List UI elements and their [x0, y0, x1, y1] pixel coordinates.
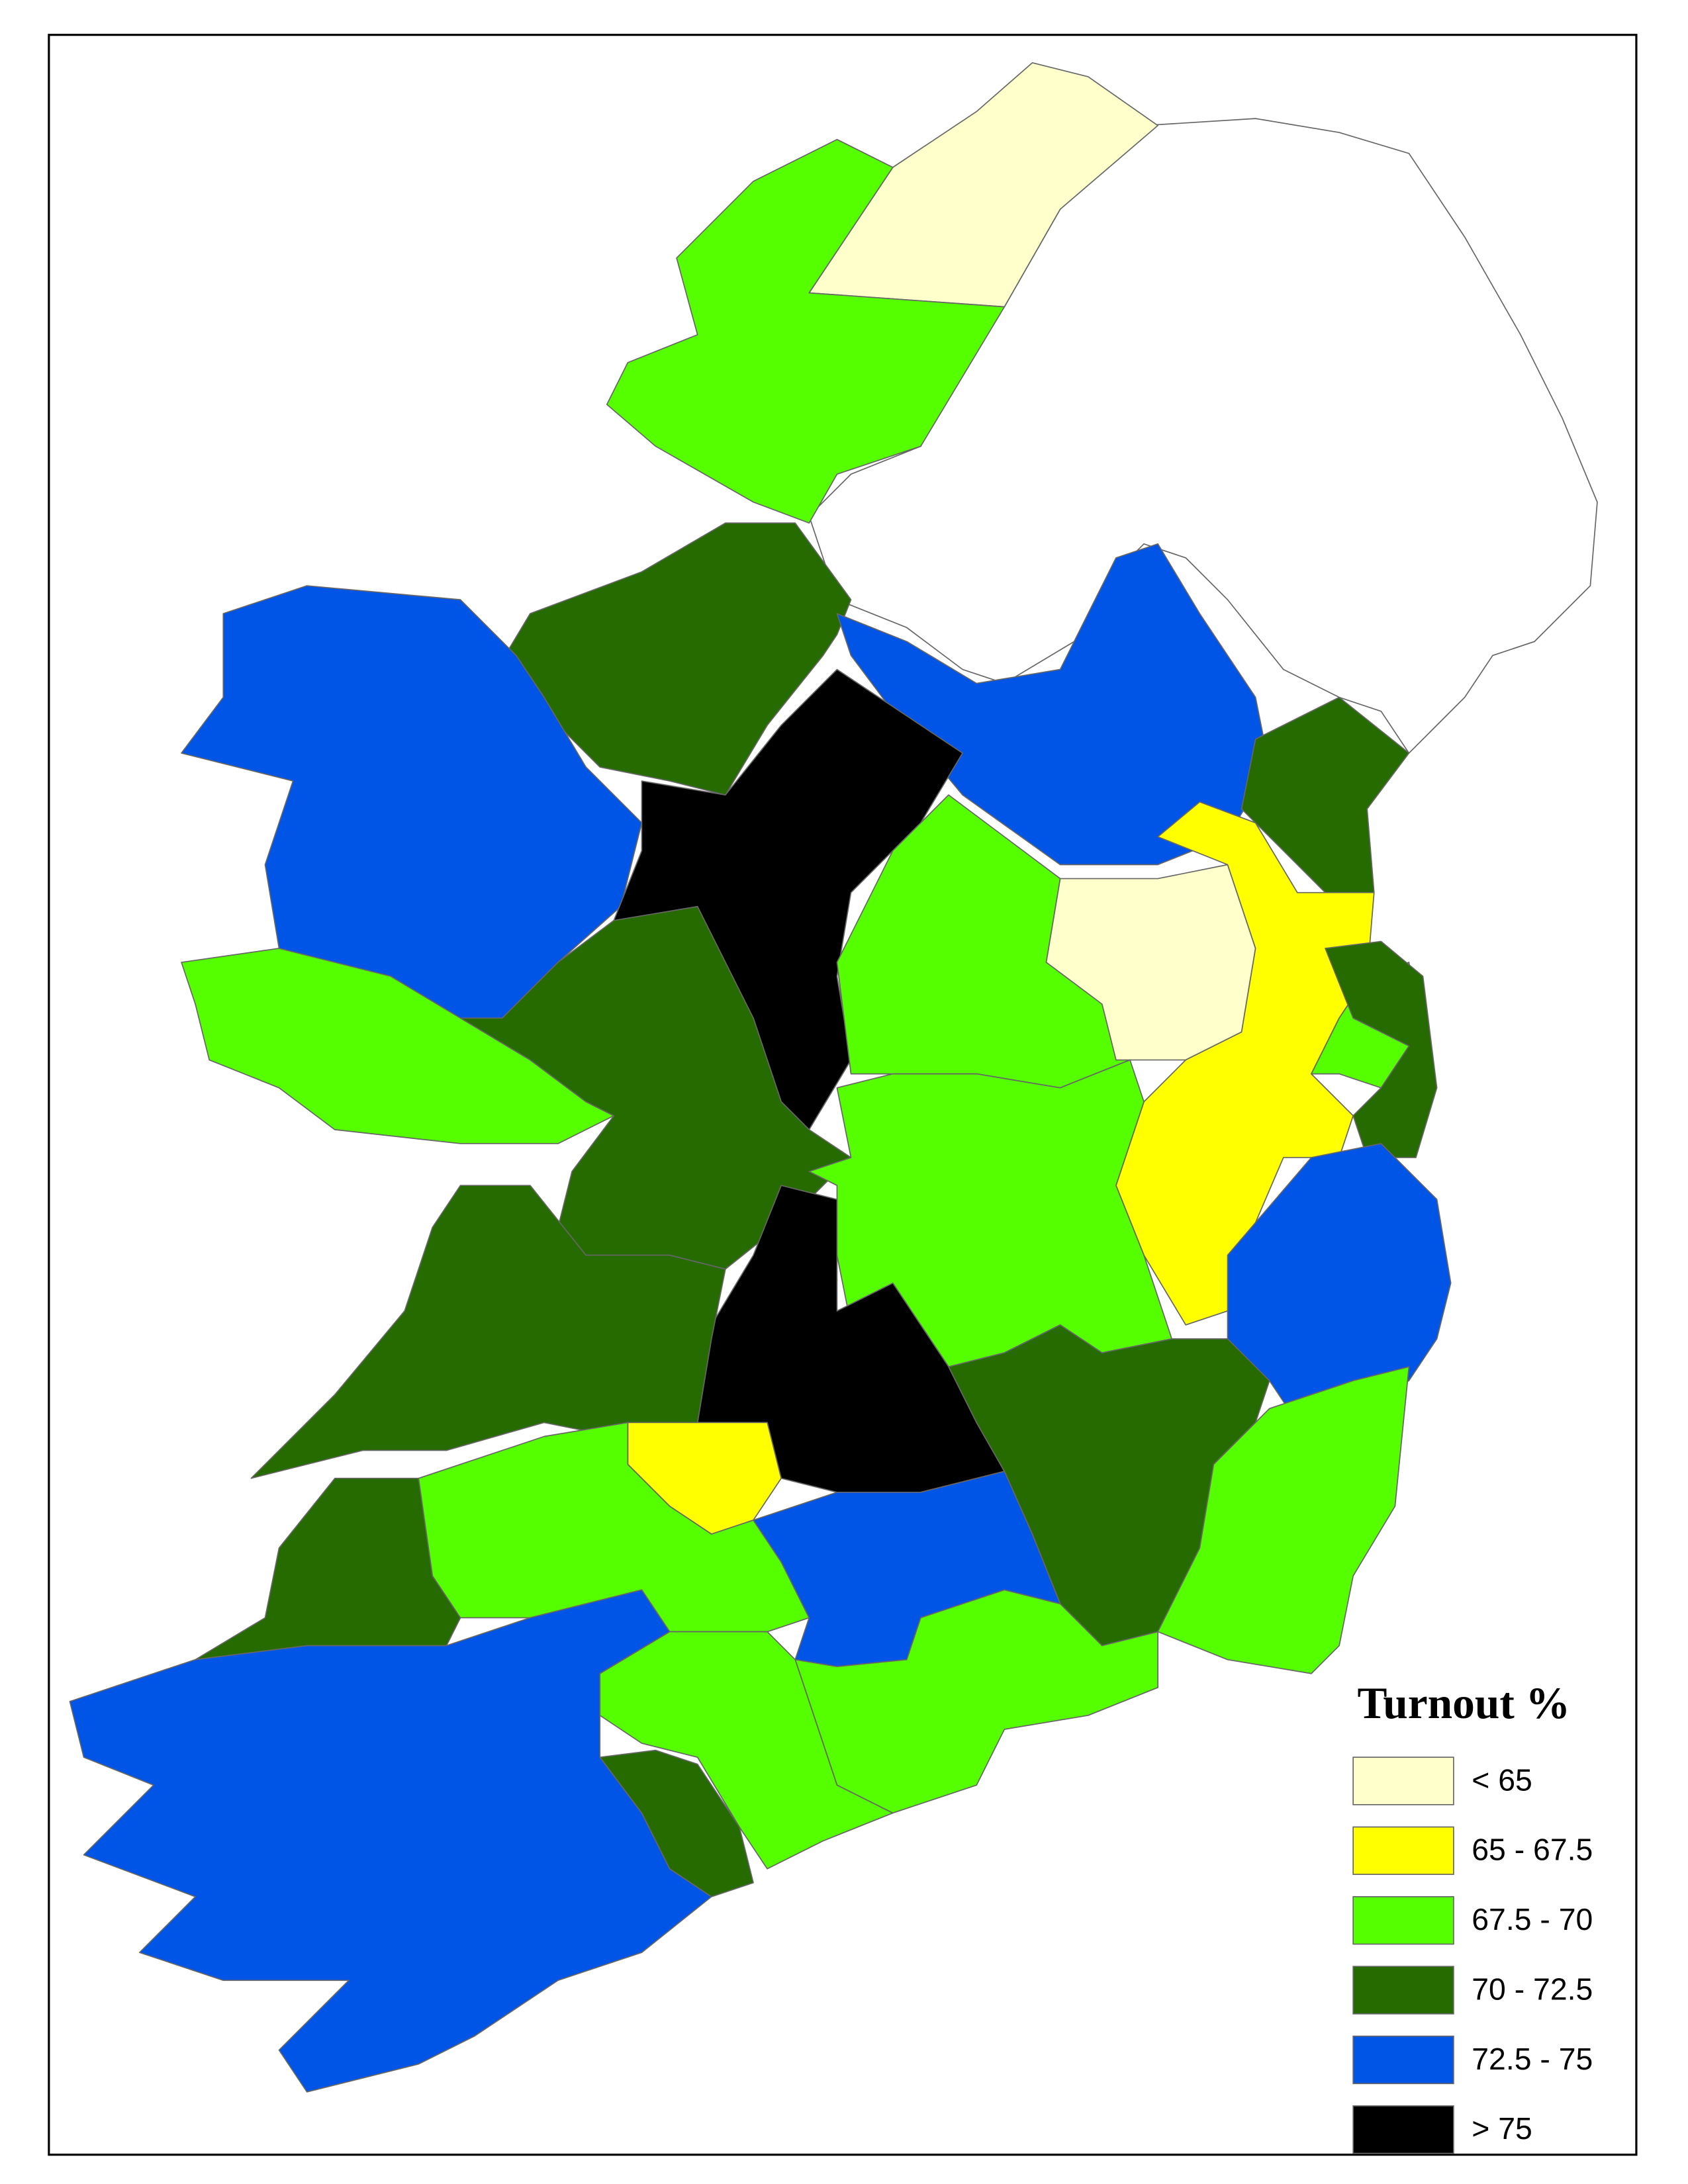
legend-label: > 75 [1472, 2111, 1532, 2146]
constituency [606, 138, 1006, 524]
legend-label: 72.5 - 75 [1472, 2042, 1593, 2076]
legend-label: 65 - 67.5 [1472, 1833, 1593, 1867]
legend-label: 67.5 - 70 [1472, 1902, 1593, 1936]
legend-swatch [1352, 1966, 1454, 2015]
legend: Turnout % < 65 65 - 67.5 67.5 - 70 70 - 72.… [1352, 1678, 1593, 2154]
northern-ireland [808, 118, 1598, 754]
legend-swatch [1352, 1896, 1454, 1945]
legend-swatch [1352, 2105, 1454, 2154]
constituency [69, 1589, 712, 2093]
legend-swatch [1352, 2035, 1454, 2085]
constituency [599, 1631, 894, 1870]
legend-swatch [1352, 1826, 1454, 1876]
constituency [1115, 801, 1375, 1326]
constituency [1157, 1366, 1410, 1674]
legend-label: 70 - 72.5 [1472, 1972, 1593, 2006]
legend-title: Turnout % [1357, 1678, 1570, 1728]
constituency [181, 948, 615, 1144]
constituency [794, 1589, 1158, 1814]
constituencies [69, 62, 1452, 2093]
legend-swatch [1352, 1756, 1454, 1805]
legend-label: < 65 [1472, 1762, 1532, 1797]
